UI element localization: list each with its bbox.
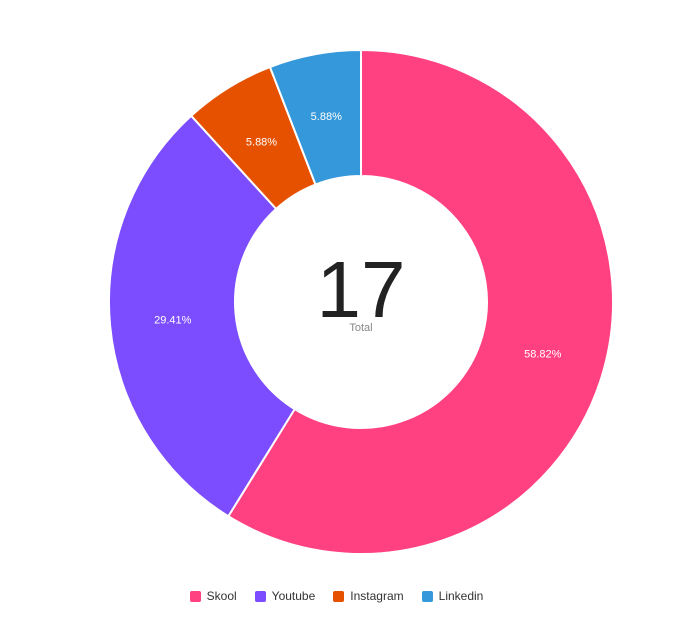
- slice-labels: 58.82% 29.41% 5.88% 5.88%: [154, 111, 562, 361]
- chart-legend: Skool Youtube Instagram Linkedin: [0, 589, 673, 603]
- legend-label: Instagram: [350, 589, 404, 603]
- slice-youtube[interactable]: [108, 114, 296, 518]
- legend-swatch: [421, 590, 433, 602]
- slice-skool[interactable]: [227, 49, 614, 555]
- slice-linkedin[interactable]: [268, 49, 362, 186]
- legend-label: Skool: [206, 589, 237, 603]
- slice-label-skool: 58.82%: [524, 349, 562, 361]
- total-caption: Total: [349, 322, 372, 334]
- legend-label: Youtube: [271, 589, 316, 603]
- legend-item-instagram[interactable]: Instagram: [333, 589, 404, 603]
- legend-swatch: [333, 590, 345, 602]
- slice-label-instagram: 5.88%: [246, 136, 277, 148]
- legend-item-youtube[interactable]: Youtube: [254, 589, 316, 603]
- legend-swatch: [254, 590, 266, 602]
- donut-slices: [108, 49, 614, 555]
- total-value: 17: [317, 245, 406, 334]
- legend-item-linkedin[interactable]: Linkedin: [421, 589, 484, 603]
- donut-chart: 58.82% 29.41% 5.88% 5.88% 17 Total: [108, 49, 614, 555]
- slice-label-linkedin: 5.88%: [311, 111, 342, 123]
- legend-swatch: [189, 590, 201, 602]
- legend-item-skool[interactable]: Skool: [189, 589, 237, 603]
- legend-label: Linkedin: [438, 589, 484, 603]
- slice-label-youtube: 29.41%: [154, 314, 192, 326]
